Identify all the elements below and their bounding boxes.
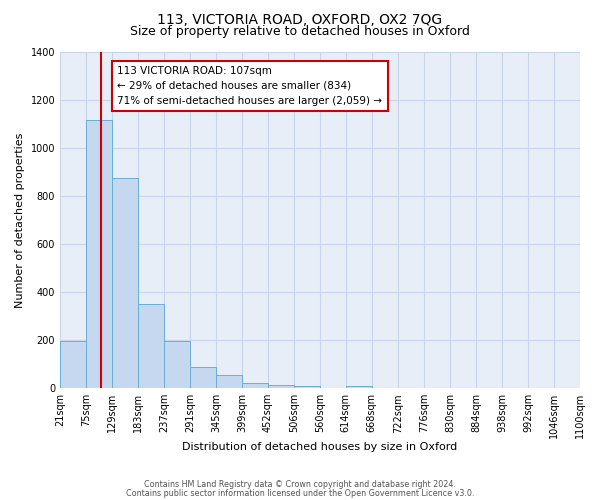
Text: Contains public sector information licensed under the Open Government Licence v3: Contains public sector information licen… — [126, 488, 474, 498]
Y-axis label: Number of detached properties: Number of detached properties — [15, 132, 25, 308]
Bar — [112, 178, 138, 388]
Bar — [138, 304, 164, 388]
Text: 113, VICTORIA ROAD, OXFORD, OX2 7QG: 113, VICTORIA ROAD, OXFORD, OX2 7QG — [157, 12, 443, 26]
Text: Contains HM Land Registry data © Crown copyright and database right 2024.: Contains HM Land Registry data © Crown c… — [144, 480, 456, 489]
Bar — [86, 120, 112, 388]
Bar — [60, 342, 86, 388]
X-axis label: Distribution of detached houses by size in Oxford: Distribution of detached houses by size … — [182, 442, 458, 452]
Bar — [294, 386, 320, 388]
Bar — [216, 375, 242, 388]
Bar — [190, 366, 216, 388]
Bar — [164, 342, 190, 388]
Bar — [268, 384, 294, 388]
Text: Size of property relative to detached houses in Oxford: Size of property relative to detached ho… — [130, 25, 470, 38]
Bar — [242, 383, 268, 388]
Text: 113 VICTORIA ROAD: 107sqm
← 29% of detached houses are smaller (834)
71% of semi: 113 VICTORIA ROAD: 107sqm ← 29% of detac… — [118, 66, 382, 106]
Bar — [346, 386, 372, 388]
